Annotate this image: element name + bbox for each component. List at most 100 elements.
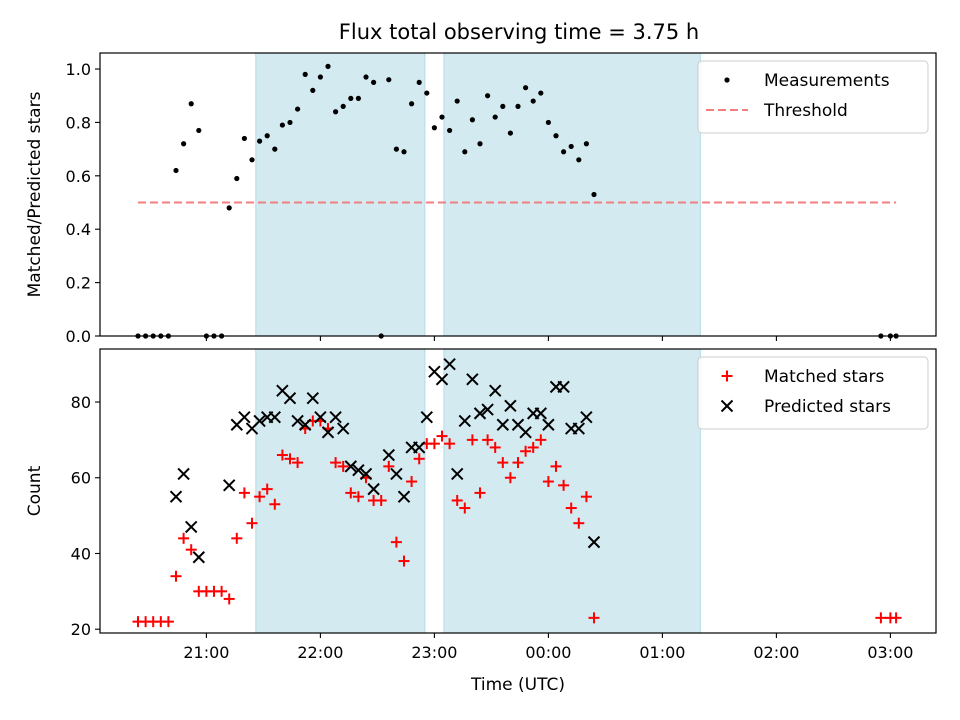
predicted-star-point bbox=[542, 418, 555, 431]
bottom-panel: 20 40 60 80 21:00 22:00 23:00 00:00 01:00 02:00 0… bbox=[25, 348, 937, 695]
chart-title: Flux total observing time = 3.75 h bbox=[339, 20, 699, 44]
predicted-star-point bbox=[496, 418, 510, 431]
matched-star-point bbox=[398, 555, 410, 567]
predicted-star-point bbox=[473, 407, 487, 420]
predicted-star-point bbox=[580, 410, 593, 424]
measurement-point bbox=[226, 205, 232, 211]
predicted-star-point bbox=[291, 414, 304, 428]
measurement-point bbox=[386, 77, 392, 83]
predicted-star-point bbox=[397, 490, 411, 503]
matched-star-point bbox=[390, 536, 402, 548]
measurement-point bbox=[363, 74, 369, 80]
x-tick-label: 23:00 bbox=[411, 643, 457, 662]
legend-dot-marker bbox=[724, 77, 730, 83]
legend-box bbox=[697, 356, 929, 430]
matched-star-point bbox=[428, 438, 440, 450]
y-tick-label: 0.4 bbox=[66, 220, 91, 239]
matched-star-point bbox=[246, 517, 258, 529]
matched-star-point bbox=[489, 441, 501, 453]
predicted-star-point bbox=[222, 479, 236, 492]
matched-star-point bbox=[512, 457, 524, 469]
predicted-star-point bbox=[184, 520, 198, 534]
predicted-star-point bbox=[192, 551, 206, 564]
predicted-star-point bbox=[314, 410, 327, 424]
matched-star-point bbox=[527, 441, 539, 453]
predicted-star-point bbox=[534, 407, 548, 420]
matched-star-point bbox=[482, 434, 494, 446]
matched-star-point bbox=[558, 479, 570, 491]
measurement-point bbox=[348, 95, 354, 101]
predicted-star-point bbox=[336, 422, 350, 435]
measurement-point bbox=[500, 103, 506, 109]
predicted-star-point bbox=[321, 426, 335, 439]
measurement-point bbox=[424, 90, 430, 96]
measurement-point bbox=[196, 127, 202, 134]
measurement-point bbox=[431, 125, 437, 131]
matched-star-point bbox=[504, 472, 516, 484]
measurement-point bbox=[249, 157, 255, 163]
predicted-star-point bbox=[359, 467, 373, 481]
measurement-point bbox=[181, 141, 187, 147]
y-tick-label: 0.0 bbox=[66, 327, 91, 346]
measurement-point bbox=[333, 109, 339, 115]
measurement-point bbox=[492, 114, 498, 120]
predicted-stars-series bbox=[169, 357, 601, 564]
predicted-star-point bbox=[587, 535, 601, 549]
measurement-point bbox=[538, 90, 544, 96]
matched-star-point bbox=[565, 502, 577, 514]
matched-star-point bbox=[162, 616, 174, 628]
measurement-point bbox=[416, 79, 422, 85]
y-tick-label: 0.8 bbox=[66, 113, 91, 132]
measurement-point bbox=[287, 119, 293, 126]
measurement-point bbox=[561, 149, 567, 155]
y-tick-label: 20 bbox=[71, 620, 91, 639]
measurement-point bbox=[264, 133, 270, 139]
measurement-point bbox=[295, 106, 301, 112]
matched-star-point bbox=[444, 438, 456, 450]
top-panel: 0.0 0.2 0.4 0.6 0.8 1.0 Matched/Predicted sta… bbox=[25, 52, 937, 346]
measurement-point bbox=[576, 157, 582, 163]
measurement-point bbox=[355, 95, 361, 101]
matched-star-point bbox=[474, 487, 486, 499]
predicted-star-point bbox=[420, 410, 434, 424]
matched-star-point bbox=[451, 494, 463, 506]
y-tick-label: 0.2 bbox=[66, 274, 91, 293]
predicted-star-point bbox=[390, 467, 403, 481]
measurement-point bbox=[530, 98, 536, 104]
predicted-star-point bbox=[412, 441, 426, 454]
predicted-star-point bbox=[488, 384, 502, 397]
matched-star-point bbox=[466, 434, 478, 446]
predicted-star-point bbox=[435, 373, 449, 386]
predicted-star-point bbox=[572, 422, 586, 435]
y-tick-label: 80 bbox=[71, 393, 91, 412]
matched-star-point bbox=[520, 445, 532, 457]
legend-label: Threshold bbox=[763, 101, 848, 121]
top-axes-frame bbox=[99, 52, 937, 337]
matched-star-point bbox=[535, 434, 547, 446]
top-shaded-regions bbox=[255, 52, 701, 337]
bottom-y-ticks: 20 40 60 80 bbox=[71, 393, 100, 639]
x-tick-label: 21:00 bbox=[183, 643, 229, 662]
shaded-region-2 bbox=[443, 348, 701, 634]
matched-star-point bbox=[337, 460, 349, 472]
y-tick-label: 0.6 bbox=[66, 167, 91, 186]
measurement-point bbox=[583, 141, 590, 147]
predicted-star-point bbox=[367, 482, 380, 496]
measurement-point bbox=[454, 98, 460, 104]
x-tick-label: 03:00 bbox=[867, 643, 913, 662]
measurement-point bbox=[485, 93, 491, 99]
bottom-axes-frame bbox=[99, 348, 937, 634]
bottom-legend: Matched stars Predicted stars bbox=[697, 356, 929, 430]
legend-label: Measurements bbox=[764, 71, 890, 91]
matched-star-point bbox=[550, 460, 562, 472]
matched-star-point bbox=[185, 544, 197, 556]
shaded-region-2 bbox=[443, 52, 701, 337]
predicted-star-point bbox=[253, 414, 266, 428]
measurement-point bbox=[317, 74, 323, 80]
matched-star-point bbox=[261, 483, 273, 495]
predicted-star-point bbox=[519, 426, 532, 439]
predicted-star-point bbox=[352, 463, 365, 477]
top-y-ticks: 0.0 0.2 0.4 0.6 0.8 1.0 bbox=[66, 60, 100, 346]
matched-star-point bbox=[276, 449, 288, 461]
